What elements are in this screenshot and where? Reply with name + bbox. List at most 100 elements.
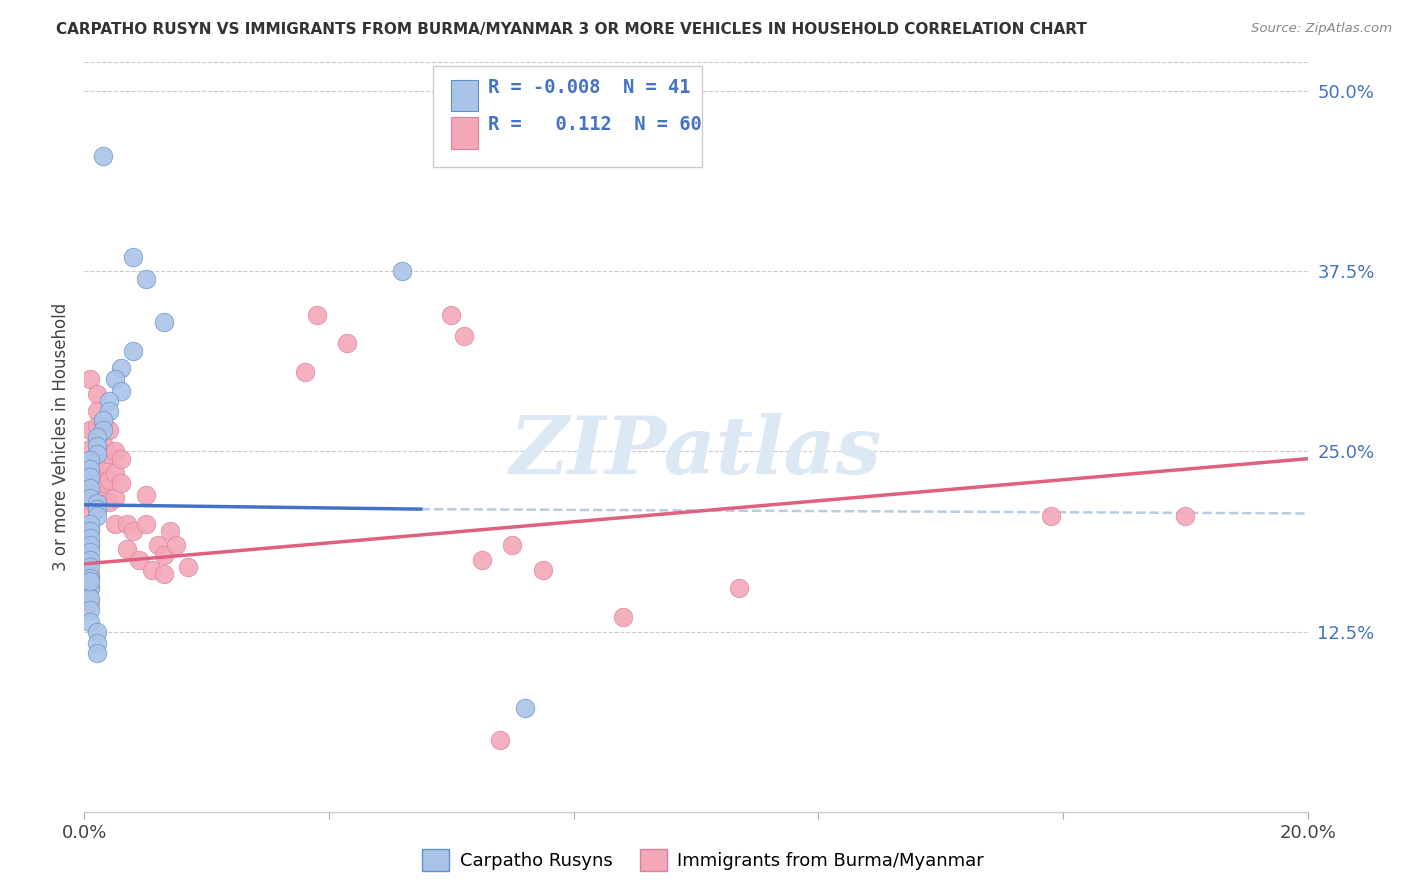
Point <box>104 516 127 531</box>
Point <box>1174 509 1197 524</box>
Point <box>79 481 101 495</box>
Point <box>79 516 101 531</box>
Point <box>79 462 101 476</box>
Point <box>453 329 475 343</box>
Point <box>79 462 101 476</box>
Point <box>135 516 157 531</box>
Point <box>110 476 132 491</box>
Point <box>86 430 108 444</box>
Point <box>336 336 359 351</box>
Point <box>177 559 200 574</box>
Point <box>104 466 127 480</box>
Point <box>294 365 316 379</box>
Point <box>612 610 634 624</box>
Point <box>97 423 120 437</box>
Point <box>86 624 108 639</box>
Point <box>86 418 108 433</box>
Point <box>159 524 181 538</box>
Point <box>97 447 120 461</box>
Point <box>86 404 108 418</box>
Point <box>79 481 101 495</box>
Point <box>440 308 463 322</box>
Point <box>104 444 127 458</box>
Point <box>79 603 101 617</box>
Point <box>86 447 108 461</box>
Point <box>79 615 101 629</box>
Point <box>115 516 138 531</box>
Point <box>489 732 512 747</box>
Point <box>122 343 145 358</box>
Point <box>86 451 108 466</box>
Point <box>86 496 108 510</box>
FancyBboxPatch shape <box>433 66 702 168</box>
Point <box>79 574 101 589</box>
Point <box>91 456 114 470</box>
Point <box>79 566 101 581</box>
Point <box>305 308 328 322</box>
Point <box>79 372 101 386</box>
Point <box>104 372 127 386</box>
Point <box>97 394 120 409</box>
Point <box>79 582 101 596</box>
Y-axis label: 3 or more Vehicles in Household: 3 or more Vehicles in Household <box>52 303 70 571</box>
Point <box>153 548 176 562</box>
Point <box>79 453 101 467</box>
Point <box>91 437 114 451</box>
Point <box>391 264 413 278</box>
Point <box>91 423 114 437</box>
Point <box>79 582 101 596</box>
Point <box>122 250 145 264</box>
Text: R =   0.112  N = 60: R = 0.112 N = 60 <box>488 115 702 134</box>
Point <box>1039 509 1062 524</box>
Point <box>79 538 101 552</box>
Point <box>79 524 101 538</box>
Point <box>91 149 114 163</box>
Point <box>110 451 132 466</box>
Point <box>531 563 554 577</box>
Point <box>79 522 101 536</box>
Legend: Carpatho Rusyns, Immigrants from Burma/Myanmar: Carpatho Rusyns, Immigrants from Burma/M… <box>415 842 991 879</box>
Point <box>79 531 101 545</box>
Point <box>91 416 114 430</box>
Point <box>135 271 157 285</box>
Point <box>153 315 176 329</box>
Point <box>128 552 150 566</box>
Point <box>471 552 494 566</box>
Point <box>97 495 120 509</box>
Text: R = -0.008  N = 41: R = -0.008 N = 41 <box>488 78 690 96</box>
Point <box>146 538 169 552</box>
Point <box>727 582 749 596</box>
Point <box>91 476 114 491</box>
Point <box>79 545 101 559</box>
Text: CARPATHO RUSYN VS IMMIGRANTS FROM BURMA/MYANMAR 3 OR MORE VEHICLES IN HOUSEHOLD : CARPATHO RUSYN VS IMMIGRANTS FROM BURMA/… <box>56 22 1087 37</box>
Point <box>115 542 138 557</box>
Point <box>79 470 101 484</box>
Point <box>79 491 101 505</box>
FancyBboxPatch shape <box>451 117 478 149</box>
Point <box>79 552 101 566</box>
Point <box>86 439 108 453</box>
Point <box>513 701 536 715</box>
Point <box>141 563 163 577</box>
Point <box>79 559 101 574</box>
Point <box>86 646 108 660</box>
Point <box>97 404 120 418</box>
FancyBboxPatch shape <box>451 79 478 112</box>
Point <box>153 566 176 581</box>
Point <box>79 423 101 437</box>
Point <box>79 442 101 456</box>
Text: ZIPatlas: ZIPatlas <box>510 413 882 491</box>
Point <box>86 636 108 650</box>
Point <box>86 509 108 524</box>
Point <box>165 538 187 552</box>
Point <box>79 509 101 524</box>
Point <box>86 387 108 401</box>
Point <box>79 591 101 606</box>
Text: Source: ZipAtlas.com: Source: ZipAtlas.com <box>1251 22 1392 36</box>
Point <box>86 484 108 499</box>
Point <box>91 413 114 427</box>
Point <box>79 571 101 585</box>
Point <box>135 488 157 502</box>
Point <box>79 596 101 610</box>
Point <box>79 552 101 566</box>
